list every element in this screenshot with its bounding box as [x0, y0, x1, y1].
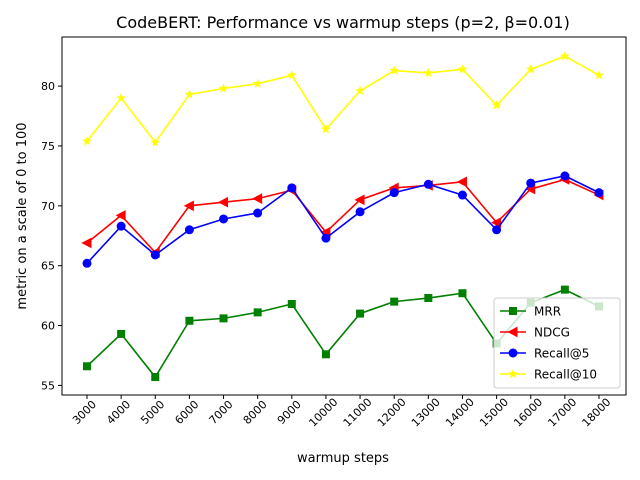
data-point: [287, 183, 297, 193]
legend-marker: [509, 307, 517, 315]
data-point: [150, 137, 161, 147]
data-point: [423, 67, 434, 78]
y-tick-label: 55: [41, 379, 55, 392]
data-point: [183, 200, 194, 212]
legend-label: Recall@10: [534, 368, 597, 382]
data-point: [115, 210, 126, 221]
y-tick-label: 65: [41, 260, 55, 273]
legend-marker: [508, 348, 518, 358]
data-point: [526, 178, 536, 188]
x-tick-label: 17000: [545, 396, 579, 430]
data-point: [560, 171, 570, 181]
data-point: [83, 362, 91, 371]
data-point: [356, 309, 365, 318]
data-point: [492, 225, 502, 235]
y-axis-label: metric on a scale of 0 to 100: [15, 122, 30, 309]
data-point: [151, 373, 160, 382]
data-point: [253, 308, 262, 317]
data-point: [81, 237, 92, 249]
legend-label: Recall@5: [534, 347, 589, 361]
x-axis-label: warmup steps: [297, 451, 389, 466]
x-tick-label: 14000: [443, 396, 477, 430]
data-point: [525, 64, 536, 74]
data-point: [559, 50, 570, 61]
series-line-ndcg: [86, 178, 600, 254]
data-point: [218, 83, 229, 93]
data-point: [185, 316, 194, 325]
x-tick-label: 11000: [341, 396, 375, 430]
data-point: [457, 190, 467, 200]
x-tick-label: 15000: [477, 396, 511, 430]
data-point: [424, 294, 433, 303]
legend-marker: [507, 326, 518, 338]
data-point: [184, 225, 194, 235]
data-point: [594, 188, 604, 198]
legend-marker: [508, 368, 518, 379]
x-tick-label: 6000: [172, 398, 201, 427]
data-point: [457, 64, 468, 74]
data-point: [287, 300, 296, 309]
data-point: [82, 135, 92, 146]
data-point: [321, 233, 331, 243]
x-tick-label: 8000: [241, 398, 270, 427]
data-point: [456, 176, 467, 188]
y-tick-label: 75: [41, 140, 55, 153]
data-point: [117, 329, 126, 338]
data-point: [320, 123, 331, 134]
legend-box: [493, 297, 621, 389]
data-point: [252, 193, 263, 204]
data-point: [560, 285, 569, 294]
x-tick-label: 13000: [409, 396, 443, 430]
chart-title: CodeBERT: Performance vs warmup steps (p…: [116, 13, 570, 32]
legend-label: MRR: [534, 305, 561, 319]
data-point: [458, 289, 467, 298]
data-point: [184, 89, 195, 99]
series-line-recall-5: [86, 175, 600, 264]
data-point: [217, 196, 229, 208]
legend: MRR NDCG Recall@5 Recall@10: [493, 297, 621, 389]
data-point: [252, 78, 263, 88]
x-tick-label: 7000: [207, 398, 236, 427]
data-point: [253, 208, 263, 218]
plot-frame: [61, 36, 627, 396]
data-point: [390, 297, 399, 306]
data-point: [423, 179, 433, 189]
data-point: [491, 217, 502, 228]
legend-label: NDCG: [534, 326, 570, 340]
y-tick-label: 80: [41, 80, 55, 93]
data-point: [389, 188, 399, 198]
x-tick-label: 3000: [70, 398, 99, 427]
data-point: [116, 221, 126, 231]
x-tick-label: 5000: [138, 398, 167, 427]
data-point: [321, 350, 330, 359]
data-point: [354, 194, 365, 206]
x-tick-label: 10000: [306, 396, 340, 430]
y-tick-label: 70: [41, 200, 55, 213]
data-point: [355, 85, 366, 96]
x-tick-label: 12000: [375, 396, 409, 430]
data-point: [150, 250, 160, 260]
data-point: [219, 314, 228, 323]
y-tick-label: 60: [41, 320, 55, 333]
data-point: [389, 65, 400, 75]
x-tick-label: 16000: [511, 396, 545, 430]
data-point: [355, 207, 365, 217]
x-tick-label: 18000: [580, 396, 614, 430]
x-tick-label: 4000: [104, 398, 133, 427]
data-point: [286, 70, 297, 80]
series-line-recall-10: [86, 55, 600, 144]
data-point: [82, 258, 92, 268]
data-point: [116, 92, 127, 103]
data-point: [219, 214, 229, 224]
data-point: [491, 100, 502, 110]
x-tick-label: 9000: [275, 398, 304, 427]
data-point: [594, 70, 604, 80]
